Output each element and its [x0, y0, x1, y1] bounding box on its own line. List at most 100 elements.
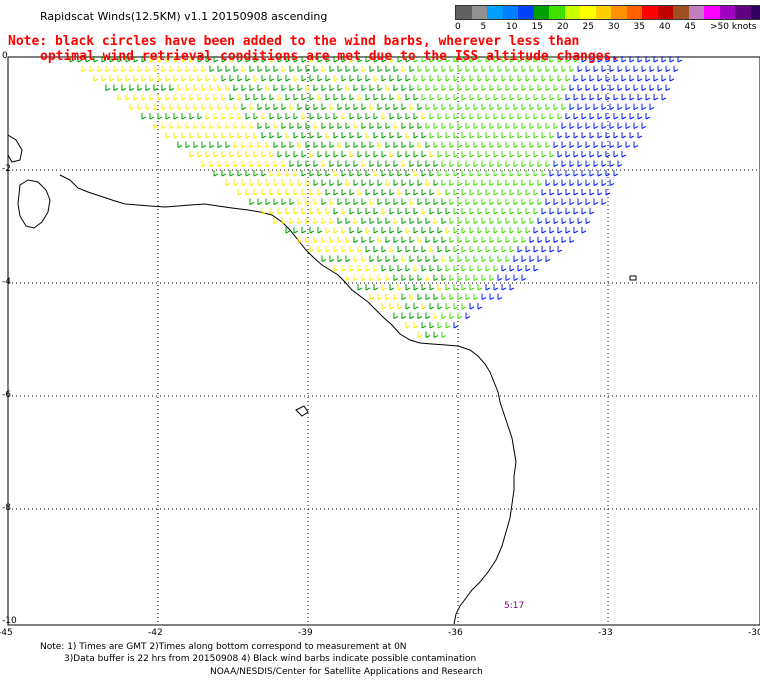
wind-barb — [665, 65, 671, 72]
wind-barb — [429, 265, 435, 272]
wind-barb — [565, 189, 571, 196]
legend-tick-label: 5 — [480, 22, 487, 32]
wind-barb — [581, 227, 587, 234]
wind-barb — [353, 236, 359, 243]
wind-barb — [265, 122, 271, 129]
wind-barb — [541, 170, 547, 177]
wind-barb — [533, 75, 539, 82]
wind-barb — [469, 227, 475, 234]
wind-barb — [457, 179, 463, 186]
wind-barb — [281, 103, 287, 110]
wind-barb — [641, 122, 647, 129]
wind-barb — [185, 122, 191, 129]
wind-barb — [537, 217, 543, 224]
wind-barb — [617, 84, 623, 91]
wind-barb — [481, 160, 487, 167]
wind-barb — [469, 170, 475, 177]
legend-swatch — [719, 6, 735, 19]
wind-barb — [477, 151, 483, 158]
wind-barb — [521, 217, 527, 224]
wind-barb — [517, 265, 523, 272]
wind-barb — [105, 84, 111, 91]
wind-barb — [657, 84, 663, 91]
wind-barb — [77, 56, 83, 63]
legend-swatch — [487, 6, 503, 19]
wind-barb — [317, 132, 323, 139]
legend-tick-label: 30 — [608, 22, 620, 32]
wind-barb — [453, 208, 459, 215]
wind-barb — [277, 208, 283, 215]
wind-barb — [397, 246, 403, 253]
wind-barb — [277, 170, 283, 177]
wind-barb — [129, 84, 135, 91]
wind-barb — [401, 141, 407, 148]
wind-barb — [669, 75, 675, 82]
wind-barb — [201, 84, 207, 91]
wind-barb — [233, 65, 239, 72]
wind-barb — [597, 170, 603, 177]
wind-barb — [357, 56, 363, 63]
wind-barb — [289, 179, 295, 186]
wind-barb — [205, 132, 211, 139]
wind-barb — [601, 141, 607, 148]
wind-barb — [157, 75, 163, 82]
legend-tick-label: 15 — [531, 22, 543, 32]
wind-barb — [417, 122, 423, 129]
wind-barb — [581, 132, 587, 139]
wind-barb — [413, 75, 419, 82]
wind-barb — [449, 179, 455, 186]
wind-barb — [505, 255, 511, 262]
wind-barb — [505, 179, 511, 186]
wind-barb — [413, 132, 419, 139]
wind-barb — [377, 103, 383, 110]
wind-barb — [369, 65, 375, 72]
wind-barb — [349, 246, 355, 253]
wind-barb — [441, 198, 447, 205]
wind-barb — [225, 103, 231, 110]
wind-barb — [397, 208, 403, 215]
wind-barb — [553, 141, 559, 148]
wind-barb — [425, 65, 431, 72]
wind-barb — [357, 113, 363, 120]
wind-barb — [585, 198, 591, 205]
wind-barb — [373, 94, 379, 101]
wind-barb — [629, 75, 635, 82]
wind-barb — [273, 141, 279, 148]
wind-barb — [317, 246, 323, 253]
wind-barb — [541, 75, 547, 82]
wind-barb — [465, 103, 471, 110]
wind-barb — [465, 179, 471, 186]
wind-barb — [569, 122, 575, 129]
wind-barb — [577, 103, 583, 110]
wind-barb — [201, 103, 207, 110]
wind-barb — [237, 151, 243, 158]
wind-barb — [357, 284, 363, 291]
wind-barb — [329, 236, 335, 243]
wind-barb — [245, 132, 251, 139]
wind-barb — [453, 265, 459, 272]
wind-barb — [389, 246, 395, 253]
wind-barb — [457, 84, 463, 91]
wind-barb — [489, 217, 495, 224]
wind-barb — [585, 179, 591, 186]
wind-barb — [281, 84, 287, 91]
wind-barb — [333, 75, 339, 82]
wind-barb — [365, 94, 371, 101]
wind-barb — [385, 236, 391, 243]
x-tick-label: -39 — [298, 628, 313, 638]
wind-barb — [425, 160, 431, 167]
wind-barb — [649, 84, 655, 91]
wind-barb — [429, 322, 435, 329]
wind-barb — [481, 122, 487, 129]
wind-barb — [297, 179, 303, 186]
wind-barb — [365, 113, 371, 120]
wind-barb — [101, 56, 107, 63]
wind-barb — [429, 227, 435, 234]
wind-barb — [369, 103, 375, 110]
wind-barb — [545, 122, 551, 129]
wind-barb — [501, 284, 507, 291]
wind-barb — [329, 198, 335, 205]
wind-barb — [501, 246, 507, 253]
wind-barb — [385, 198, 391, 205]
